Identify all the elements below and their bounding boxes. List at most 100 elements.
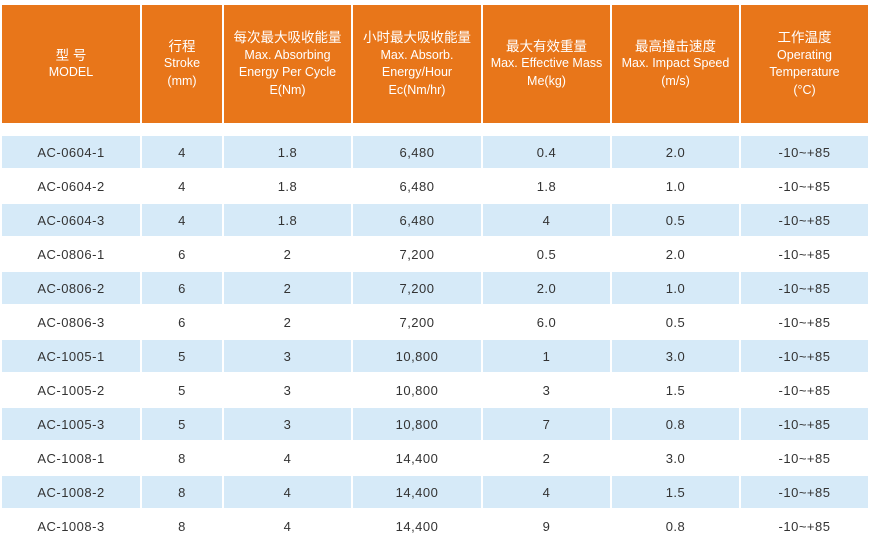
header-zh-label: 小时最大吸收能量 — [363, 30, 471, 45]
cell-effective-mass: 4 — [483, 476, 610, 508]
cell-energy-per-cycle: 4 — [224, 476, 351, 508]
header-en-label: (m/s) — [661, 73, 690, 88]
cell-impact-speed: 0.8 — [612, 408, 739, 440]
cell-impact-speed: 0.5 — [665, 314, 686, 330]
cell-energy-per-cycle: 1.8 — [224, 204, 351, 236]
cell-energy-per-hour: 6,480 — [399, 178, 435, 194]
header-zh-label: 行程 — [168, 38, 196, 54]
cell-energy-per-cycle: 2 — [283, 246, 292, 262]
cell-impact-speed: 0.8 — [665, 518, 686, 534]
cell-energy-per-hour: 14,400 — [353, 476, 481, 508]
cell-impact-speed: 1.5 — [665, 382, 686, 398]
cell-impact-speed: 3.0 — [665, 450, 686, 466]
header-stroke: 行程 Stroke (mm) — [142, 5, 222, 123]
cell-energy-per-cycle: 3 — [224, 408, 351, 440]
header-en-label: E(Nm) — [269, 82, 306, 97]
header-en-label: Max. Absorbing — [244, 47, 331, 62]
cell-stroke: 5 — [142, 408, 222, 440]
header-zh-label: 每次最大吸收能量 — [233, 30, 342, 45]
header-en-label: Energy Per Cycle — [238, 65, 337, 79]
cell-effective-mass: 7 — [483, 408, 610, 440]
cell-model: AC-1008-1 — [37, 450, 105, 466]
cell-stroke: 8 — [178, 450, 186, 466]
cell-energy-per-hour: 10,800 — [395, 382, 439, 398]
cell-effective-mass: 2.0 — [483, 272, 610, 304]
cell-model: AC-1005-2 — [37, 382, 105, 398]
cell-impact-speed: 3.0 — [612, 340, 739, 372]
header-energy-per-hour: 小时最大吸收能量 Max. Absorb. Energy/Hour Ec(Nm/hr) — [353, 5, 481, 123]
header-en-label: Operating — [777, 47, 832, 62]
cell-energy-per-hour: 7,200 — [399, 314, 435, 330]
cell-energy-per-hour: 7,200 — [353, 272, 481, 304]
cell-effective-mass: 6.0 — [536, 314, 557, 330]
header-zh-label: 最大有效重量 — [506, 38, 587, 54]
cell-model: AC-0604-2 — [37, 178, 105, 194]
cell-stroke: 6 — [178, 246, 186, 262]
header-energy-per-cycle: 每次最大吸收能量 Max. Absorbing Energy Per Cycle E(… — [224, 5, 351, 123]
cell-model: AC-1005-1 — [2, 340, 140, 372]
cell-model: AC-0604-1 — [2, 136, 140, 168]
cell-energy-per-hour: 10,800 — [353, 340, 481, 372]
cell-energy-per-hour: 6,480 — [353, 204, 481, 236]
cell-effective-mass: 4 — [483, 204, 610, 236]
cell-energy-per-hour: 6,480 — [353, 136, 481, 168]
cell-operating-temperature: -10~+85 — [741, 476, 868, 508]
cell-energy-per-hour: 14,400 — [395, 450, 439, 466]
cell-operating-temperature: -10~+85 — [778, 382, 831, 398]
header-zh-label: 工作温度 — [777, 30, 832, 45]
cell-stroke: 4 — [178, 178, 186, 194]
cell-stroke: 6 — [142, 272, 222, 304]
cell-energy-per-hour: 14,400 — [395, 518, 439, 534]
header-en-label: Stroke — [163, 56, 201, 71]
header-impact-speed: 最高撞击速度 Max. Impact Speed (m/s) — [612, 5, 739, 123]
header-en-label: Me(kg) — [527, 73, 566, 88]
cell-operating-temperature: -10~+85 — [778, 246, 831, 262]
cell-operating-temperature: -10~+85 — [741, 408, 868, 440]
cell-effective-mass: 9 — [542, 518, 551, 534]
header-en-label: (°C) — [793, 82, 816, 97]
header-zh-label: 最高撞击速度 — [635, 38, 716, 54]
cell-operating-temperature: -10~+85 — [778, 314, 831, 330]
header-zh-label: 型 号 — [55, 47, 87, 63]
cell-energy-per-cycle: 1.8 — [224, 136, 351, 168]
cell-model: AC-1005-3 — [2, 408, 140, 440]
cell-operating-temperature: -10~+85 — [741, 136, 868, 168]
cell-effective-mass: 3 — [542, 382, 551, 398]
cell-stroke: 8 — [142, 476, 222, 508]
cell-stroke: 4 — [142, 204, 222, 236]
cell-impact-speed: 1.5 — [612, 476, 739, 508]
cell-energy-per-cycle: 3 — [283, 382, 292, 398]
header-en-label: Max. Absorb. — [380, 47, 454, 62]
cell-stroke: 5 — [178, 382, 186, 398]
header-en-label: Ec(Nm/hr) — [388, 82, 446, 97]
cell-model: AC-0806-2 — [2, 272, 140, 304]
cell-operating-temperature: -10~+85 — [778, 518, 831, 534]
cell-impact-speed: 2.0 — [665, 246, 686, 262]
cell-effective-mass: 0.5 — [536, 246, 557, 262]
cell-effective-mass: 1 — [483, 340, 610, 372]
header-effective-mass: 最大有效重量 Max. Effective Mass Me(kg) — [483, 5, 610, 123]
cell-energy-per-cycle: 2 — [224, 272, 351, 304]
cell-operating-temperature: -10~+85 — [741, 340, 868, 372]
header-en-label: (mm) — [167, 73, 197, 88]
cell-model: AC-0604-3 — [2, 204, 140, 236]
cell-stroke: 5 — [142, 340, 222, 372]
cell-stroke: 4 — [142, 136, 222, 168]
cell-operating-temperature: -10~+85 — [778, 178, 831, 194]
cell-model: AC-1008-3 — [37, 518, 105, 534]
cell-impact-speed: 1.0 — [612, 272, 739, 304]
cell-energy-per-hour: 10,800 — [353, 408, 481, 440]
cell-operating-temperature: -10~+85 — [741, 204, 868, 236]
header-en-label: Energy/Hour — [381, 65, 453, 79]
header-operating-temperature: 工作温度 Operating Temperature (°C) — [741, 5, 868, 123]
cell-energy-per-hour: 7,200 — [399, 246, 435, 262]
cell-effective-mass: 1.8 — [536, 178, 557, 194]
cell-energy-per-cycle: 3 — [224, 340, 351, 372]
cell-operating-temperature: -10~+85 — [741, 272, 868, 304]
cell-impact-speed: 1.0 — [665, 178, 686, 194]
header-en-label: MODEL — [48, 65, 94, 79]
cell-energy-per-cycle: 2 — [283, 314, 292, 330]
cell-energy-per-cycle: 1.8 — [277, 178, 298, 194]
cell-impact-speed: 2.0 — [612, 136, 739, 168]
